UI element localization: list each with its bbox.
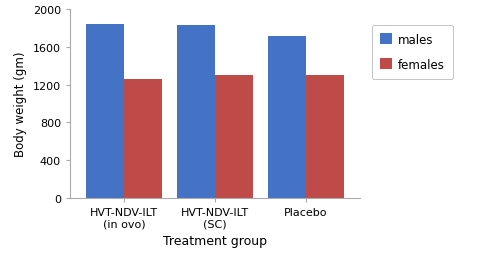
Bar: [124, 79, 162, 198]
Bar: [86, 25, 124, 198]
Bar: [177, 26, 215, 198]
X-axis label: Treatment group: Treatment group: [163, 234, 267, 247]
Bar: [215, 76, 253, 198]
Y-axis label: Body weight (gm): Body weight (gm): [14, 52, 28, 157]
Bar: [306, 75, 344, 198]
Bar: [268, 37, 306, 198]
Legend: males, females: males, females: [372, 25, 453, 80]
